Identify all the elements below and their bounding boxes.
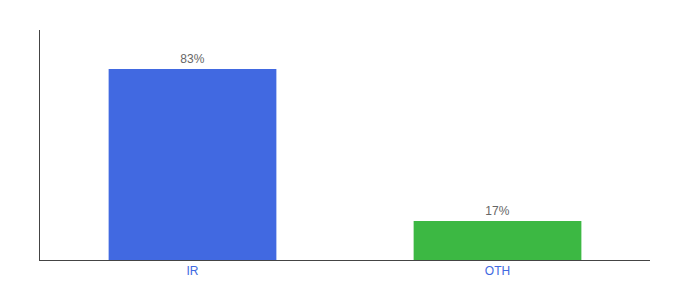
svg-text:IR: IR [187,264,199,278]
svg-text:OTH: OTH [485,264,510,278]
svg-text:83%: 83% [180,52,204,66]
svg-text:17%: 17% [485,204,509,218]
